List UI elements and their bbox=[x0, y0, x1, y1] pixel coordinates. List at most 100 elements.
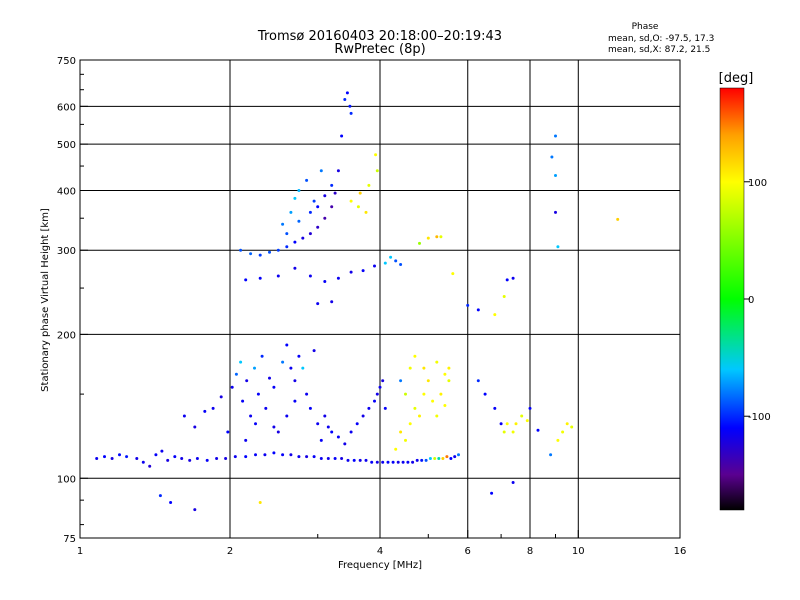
echo-point bbox=[549, 453, 553, 457]
echo-point bbox=[399, 263, 403, 266]
y-tick-label: 500 bbox=[57, 140, 76, 151]
echo-point bbox=[336, 276, 340, 280]
echo-point bbox=[536, 428, 540, 432]
echo-point bbox=[103, 455, 106, 459]
echo-point bbox=[408, 422, 412, 426]
phase-stats-x: mean, sd,X: 87.2, 21.5 bbox=[608, 45, 710, 55]
echo-point bbox=[381, 379, 385, 383]
echo-point bbox=[457, 453, 460, 457]
echo-point bbox=[125, 455, 129, 459]
echo-point bbox=[305, 455, 309, 459]
echo-point bbox=[289, 210, 293, 214]
echo-point bbox=[449, 457, 453, 460]
echo-point bbox=[418, 414, 421, 418]
echo-point bbox=[263, 453, 267, 457]
echo-point bbox=[182, 414, 186, 418]
echo-point bbox=[361, 269, 365, 273]
echo-point bbox=[281, 453, 285, 457]
echo-point bbox=[520, 414, 524, 418]
colorbar-ticks: 100 0 -100 bbox=[744, 178, 771, 423]
echo-point bbox=[289, 453, 293, 457]
echo-point bbox=[285, 414, 289, 418]
echo-point bbox=[276, 274, 280, 278]
echo-point bbox=[268, 376, 271, 380]
echo-point bbox=[301, 366, 305, 370]
echo-point bbox=[268, 250, 271, 254]
echo-point bbox=[505, 278, 509, 282]
echo-point bbox=[389, 255, 393, 259]
echo-point bbox=[413, 354, 417, 358]
echo-point bbox=[330, 205, 334, 209]
echo-point bbox=[554, 174, 557, 177]
echo-point bbox=[234, 372, 238, 376]
echo-point bbox=[443, 372, 447, 376]
echo-point bbox=[297, 219, 301, 223]
phase-stats-title: Phase bbox=[632, 22, 659, 32]
echo-point bbox=[406, 460, 410, 464]
echo-point bbox=[490, 491, 494, 495]
y-tick-label: 300 bbox=[57, 246, 76, 257]
echo-point bbox=[505, 422, 509, 426]
echo-point bbox=[435, 235, 439, 239]
echo-point bbox=[502, 295, 506, 298]
echo-point bbox=[272, 451, 276, 455]
echo-point bbox=[352, 458, 356, 462]
echo-point bbox=[297, 354, 301, 358]
echo-point bbox=[305, 392, 309, 396]
echo-point bbox=[554, 134, 557, 138]
grid-lines bbox=[80, 60, 680, 538]
echo-point bbox=[433, 457, 437, 460]
echo-point bbox=[148, 464, 152, 468]
echo-point bbox=[554, 210, 557, 214]
echo-point bbox=[453, 455, 457, 459]
echo-point bbox=[118, 453, 121, 457]
echo-point bbox=[272, 385, 276, 389]
echo-point bbox=[358, 191, 362, 195]
x-tick-label: 4 bbox=[377, 546, 383, 557]
echo-point bbox=[301, 236, 305, 240]
x-tick-label: 2 bbox=[227, 546, 233, 557]
echo-point bbox=[383, 406, 387, 410]
echo-point bbox=[493, 313, 497, 317]
echo-point bbox=[258, 501, 262, 504]
echo-point bbox=[215, 457, 219, 460]
echo-point bbox=[323, 216, 327, 220]
echo-point bbox=[439, 235, 443, 239]
echo-point bbox=[193, 425, 197, 429]
echo-point bbox=[404, 392, 407, 396]
echo-point bbox=[556, 438, 560, 442]
echo-point bbox=[256, 392, 260, 396]
echo-point bbox=[180, 457, 184, 460]
x-tick-label: 16 bbox=[674, 546, 687, 557]
echo-point bbox=[330, 430, 334, 434]
echo-point bbox=[349, 270, 353, 274]
echo-point bbox=[418, 241, 421, 245]
echo-point bbox=[224, 457, 228, 460]
echo-point bbox=[336, 169, 340, 173]
echo-point bbox=[308, 232, 312, 236]
chart-subtitle: RwPretec (8p) bbox=[334, 42, 425, 57]
echo-point bbox=[413, 406, 417, 410]
echo-point bbox=[511, 430, 515, 434]
echo-point bbox=[358, 458, 362, 462]
echo-point bbox=[244, 278, 248, 282]
echo-point bbox=[493, 406, 497, 410]
phase-stats-o: mean, sd,O: -97.5, 17.3 bbox=[608, 34, 714, 44]
echo-point bbox=[476, 379, 480, 383]
echo-point bbox=[281, 360, 285, 364]
echo-point bbox=[447, 366, 451, 370]
echo-point bbox=[394, 259, 398, 263]
echo-point bbox=[525, 419, 529, 423]
echo-point bbox=[441, 457, 445, 460]
colorbar-tick-label: -100 bbox=[748, 412, 771, 423]
echo-point bbox=[378, 385, 382, 389]
echo-point bbox=[404, 438, 407, 442]
echo-point bbox=[437, 457, 441, 460]
echo-point bbox=[316, 302, 320, 306]
echo-point bbox=[348, 104, 352, 108]
echo-point bbox=[244, 438, 248, 442]
echo-point bbox=[399, 379, 403, 383]
echo-point bbox=[319, 438, 323, 442]
echo-point bbox=[230, 385, 234, 389]
echo-point bbox=[95, 457, 99, 460]
